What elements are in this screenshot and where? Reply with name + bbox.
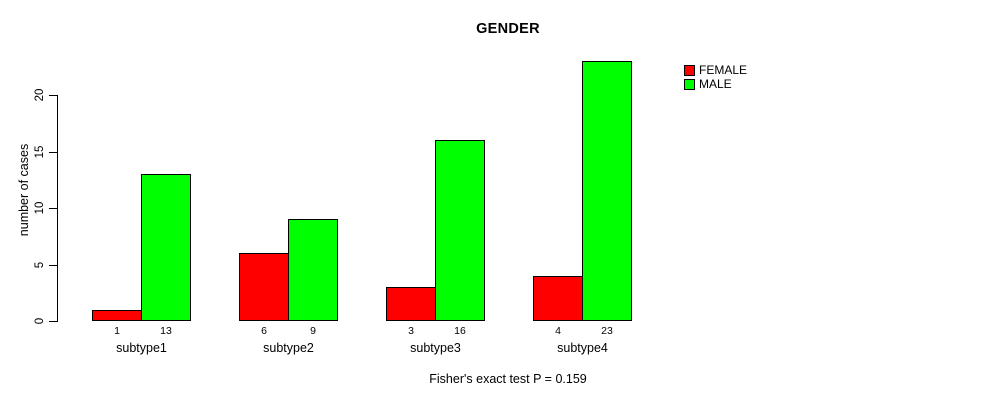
bar-value-male-subtype4: 23 [601,325,613,337]
y-tick-label: 0 [34,317,46,325]
fisher-test-annotation: Fisher's exact test P = 0.159 [429,372,587,386]
y-tick-mark [49,208,57,209]
legend-item-male: MALE [684,77,747,91]
x-category-label-subtype3: subtype3 [410,341,461,355]
x-category-label-subtype2: subtype2 [263,341,314,355]
bar-male-subtype2 [288,219,338,321]
y-tick-mark [49,151,57,153]
legend-label-female: FEMALE [699,63,748,77]
y-tick-mark [49,95,57,96]
x-category-label-subtype1: subtype1 [116,341,167,355]
x-category-label-subtype4: subtype4 [557,341,608,355]
y-tick-label: 15 [34,145,46,158]
chart-title: GENDER [476,21,540,37]
legend-item-female: FEMALE [684,63,747,77]
male-color-swatch [684,78,695,90]
bar-female-subtype1 [92,310,142,321]
y-tick-mark [49,264,57,266]
y-axis-label: number of cases [17,143,31,237]
bar-value-male-subtype1: 13 [160,325,172,337]
bar-value-male-subtype3: 16 [454,325,466,337]
bar-male-subtype3 [435,140,485,321]
bar-male-subtype1 [141,174,191,321]
y-tick-label: 20 [34,88,46,102]
y-tick-mark [49,321,57,322]
female-color-swatch [684,64,695,76]
bar-value-female-subtype2: 6 [261,325,267,337]
y-tick-label: 10 [34,201,46,215]
legend: FEMALE MALE [684,63,747,91]
bar-value-female-subtype4: 4 [555,325,561,337]
y-tick-label: 5 [34,261,46,268]
bar-female-subtype3 [386,287,436,321]
y-axis-spine [57,95,58,322]
bar-female-subtype4 [533,276,583,321]
bar-value-female-subtype1: 1 [114,325,120,337]
bar-female-subtype2 [239,253,289,321]
bar-male-subtype4 [582,61,632,321]
bar-value-female-subtype3: 3 [408,325,414,337]
legend-label-male: MALE [699,77,732,91]
bar-value-male-subtype2: 9 [310,325,316,337]
